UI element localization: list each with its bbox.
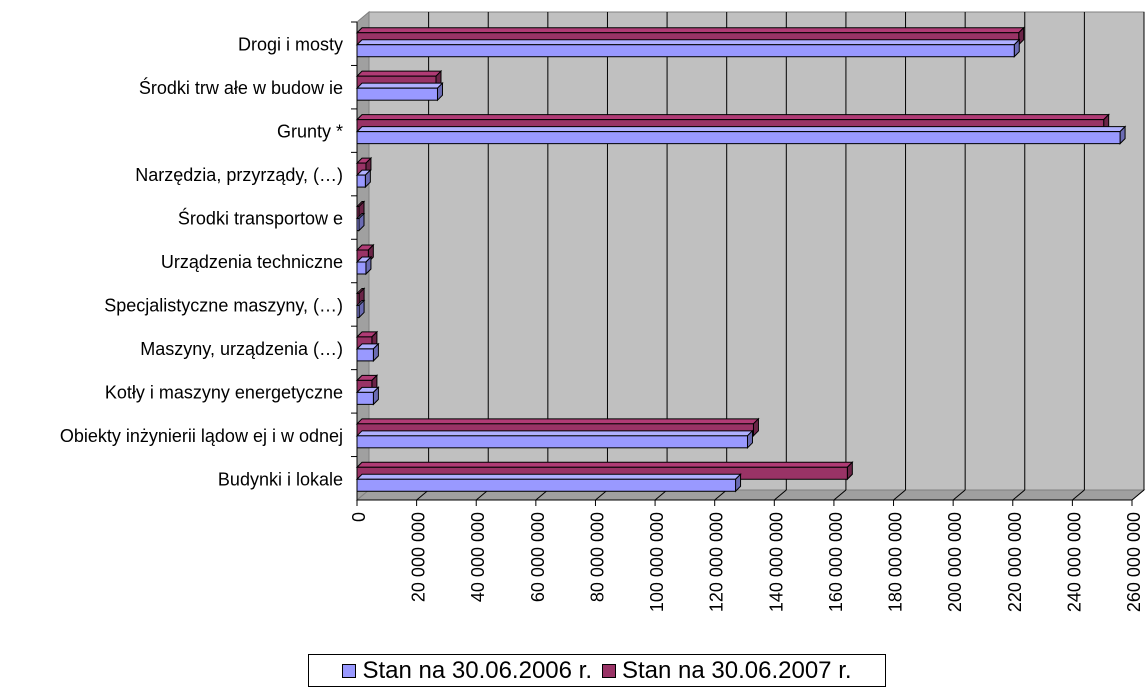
- category-label: Obiekty inżynierii lądow ej i w odnej: [60, 426, 343, 446]
- x-tick-label: 80 000 000: [587, 512, 607, 602]
- x-tick-label: 240 000 000: [1064, 512, 1084, 612]
- x-tick-label: 20 000 000: [409, 512, 429, 602]
- x-tick-label: 100 000 000: [647, 512, 667, 612]
- bar-top: [355, 27, 1025, 34]
- bar-front: [356, 348, 374, 362]
- bar-front: [356, 218, 360, 232]
- bar-front: [356, 174, 366, 188]
- legend-swatch-2006: [342, 663, 357, 678]
- gridline-floor: [1072, 489, 1085, 501]
- gridline-floor: [1131, 489, 1145, 501]
- bar-2006: [355, 299, 366, 319]
- category-label: Specjalistyczne maszyny, (…): [104, 295, 343, 315]
- legend: Stan na 30.06.2006 r. Stan na 30.06.2007…: [308, 654, 886, 687]
- legend-item-2006: Stan na 30.06.2006 r.: [342, 657, 592, 685]
- bar-top: [355, 418, 760, 425]
- bar-top: [355, 114, 1110, 121]
- bar-top: [355, 39, 1021, 46]
- gridline-floor: [773, 489, 787, 501]
- bar-2006: [355, 473, 742, 493]
- category-label: Maszyny, urządzenia (…): [140, 339, 343, 359]
- bar-2006: [355, 342, 380, 363]
- bar-top: [355, 473, 742, 480]
- x-tick-label: 0: [349, 512, 369, 522]
- bar-2006: [355, 168, 372, 189]
- category-label: Kotły i maszyny energetyczne: [105, 382, 343, 402]
- bar-top: [355, 461, 854, 468]
- gridline-floor: [952, 489, 966, 501]
- bar-top: [355, 126, 1127, 133]
- category-label: Budynki i lokale: [218, 469, 343, 489]
- bar-front: [356, 391, 374, 405]
- bar-top: [355, 82, 444, 89]
- category-label: Urządzenia techniczne: [161, 252, 343, 272]
- x-tick-label: 260 000 000: [1124, 512, 1144, 612]
- bar-2006: [355, 255, 373, 276]
- plot-back-wall: [368, 11, 1145, 491]
- category-label: Środki transportow e: [178, 208, 343, 229]
- bar-2006: [355, 81, 444, 102]
- x-tick-label: 140 000 000: [766, 512, 786, 612]
- category-label: Narzędzia, przyrządy, (…): [135, 165, 343, 185]
- bar-2006: [355, 429, 754, 450]
- bar-top: [355, 430, 754, 437]
- gridline-floor: [1012, 489, 1026, 501]
- bar-2006: [355, 212, 366, 232]
- x-tick-label: 220 000 000: [1005, 512, 1025, 612]
- x-tick-label: 40 000 000: [468, 512, 488, 602]
- category-label: Środki trw ałe w budow ie: [139, 77, 343, 98]
- gridline-floor: [833, 489, 847, 501]
- bar-2006: [355, 386, 380, 406]
- bar-2006: [355, 125, 1127, 145]
- x-tick-label: 120 000 000: [707, 512, 727, 612]
- bar-front: [356, 261, 367, 275]
- legend-swatch-2007: [602, 663, 616, 678]
- x-tick-label: 180 000 000: [886, 512, 906, 612]
- category-label: Drogi i mosty: [238, 35, 343, 55]
- bar-2006: [355, 38, 1021, 58]
- gridline-floor: [893, 489, 906, 501]
- legend-label-2006: Stan na 30.06.2006 r.: [362, 656, 592, 684]
- legend-item-2007: Stan na 30.06.2007 r.: [602, 657, 852, 685]
- bar-front: [356, 304, 360, 318]
- bar-top: [355, 70, 443, 77]
- category-label: Grunty *: [277, 122, 343, 142]
- bar-front: [356, 131, 1121, 145]
- bar-front: [356, 87, 438, 101]
- x-tick-label: 160 000 000: [826, 512, 846, 612]
- legend-label-2007: Stan na 30.06.2007 r.: [622, 656, 852, 684]
- bar-front: [356, 44, 1015, 58]
- bar-front: [356, 435, 748, 449]
- bar-front: [356, 478, 737, 492]
- x-tick-label: 200 000 000: [945, 512, 965, 612]
- x-tick-label: 60 000 000: [528, 512, 548, 602]
